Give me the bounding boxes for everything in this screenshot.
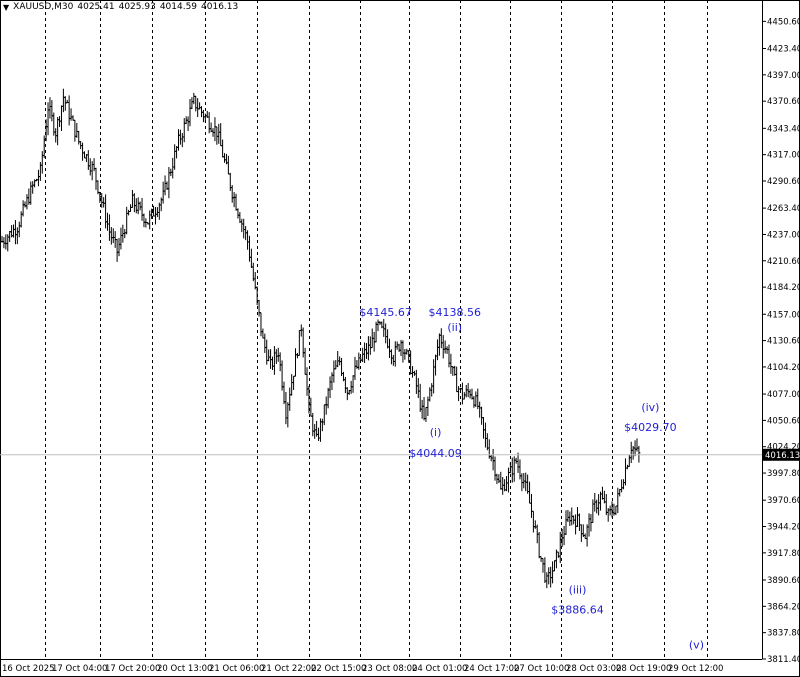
x-tick-label: 24 Oct 01:00 bbox=[412, 664, 467, 674]
y-tick-label: 3837.80 bbox=[767, 629, 800, 639]
y-tick-label: 4343.40 bbox=[767, 124, 800, 134]
y-tick-label: 4077.00 bbox=[767, 390, 800, 400]
current-price-box bbox=[763, 448, 800, 461]
chart-header: ▼ XAUUSD,M30 4025.41 4025.93 4014.59 401… bbox=[3, 2, 238, 12]
y-tick-label: 4370.60 bbox=[767, 97, 800, 107]
y-tick-label: 4157.00 bbox=[767, 310, 800, 320]
x-tick-label: 20 Oct 13:00 bbox=[157, 664, 212, 674]
y-tick-label: 3917.80 bbox=[767, 549, 800, 559]
y-tick-label: 3890.60 bbox=[767, 576, 800, 586]
x-tick-label: 28 Oct 03:00 bbox=[566, 664, 621, 674]
x-tick-label: 27 Oct 10:00 bbox=[514, 664, 569, 674]
high-value: 4025.93 bbox=[118, 2, 156, 12]
close-value: 4016.13 bbox=[201, 2, 239, 12]
wave-annotation: $4044.09 bbox=[409, 447, 462, 460]
x-tick-label: 29 Oct 12:00 bbox=[668, 664, 723, 674]
y-tick-label: 4210.60 bbox=[767, 257, 800, 267]
wave-annotation: (iii) bbox=[569, 584, 587, 597]
y-tick-label: 4130.60 bbox=[767, 337, 800, 347]
y-tick-label: 3944.20 bbox=[767, 523, 800, 533]
wave-annotation: $4138.56 bbox=[428, 306, 481, 319]
wave-annotation: (iv) bbox=[641, 401, 659, 414]
wave-annotation: $4029.70 bbox=[624, 421, 677, 434]
x-tick-label: 17 Oct 04:00 bbox=[52, 664, 107, 674]
x-tick-label: 16 Oct 2025 bbox=[2, 664, 55, 674]
y-tick-label: 4237.00 bbox=[767, 230, 800, 240]
x-tick-label: 21 Oct 06:00 bbox=[209, 664, 264, 674]
y-tick-label: 3864.20 bbox=[767, 602, 800, 612]
symbol-label: XAUUSD,M30 bbox=[13, 2, 74, 12]
y-tick-label: 4104.20 bbox=[767, 363, 800, 373]
current-price-label: 4016.13 bbox=[765, 451, 800, 461]
y-tick-label: 4423.40 bbox=[767, 45, 800, 55]
wave-annotation: (i) bbox=[430, 426, 442, 439]
y-tick-label: 4290.60 bbox=[767, 177, 800, 187]
y-tick-label: 4184.20 bbox=[767, 283, 800, 293]
y-tick-label: 4397.00 bbox=[767, 71, 800, 81]
y-tick-label: 4050.60 bbox=[767, 416, 800, 426]
y-tick-label: 4317.00 bbox=[767, 151, 800, 161]
x-tick-label: 24 Oct 17:00 bbox=[464, 664, 519, 674]
low-value: 4014.59 bbox=[159, 2, 198, 12]
x-tick-label: 22 Oct 15:00 bbox=[311, 664, 366, 674]
y-tick-label: 3811.40 bbox=[767, 655, 800, 665]
dropdown-triangle-icon[interactable]: ▼ bbox=[3, 2, 10, 12]
x-tick-label: 28 Oct 19:00 bbox=[616, 664, 671, 674]
x-tick-label: 21 Oct 22:00 bbox=[261, 664, 316, 674]
x-tick-label: 23 Oct 08:00 bbox=[362, 664, 417, 674]
y-tick-label: 4263.40 bbox=[767, 204, 800, 214]
y-tick-label: 4450.60 bbox=[767, 17, 800, 27]
x-tick-label: 17 Oct 20:00 bbox=[105, 664, 160, 674]
y-tick-label: 4024.20 bbox=[767, 443, 800, 453]
y-tick-label: 3997.80 bbox=[767, 469, 800, 479]
wave-annotation: $4145.67 bbox=[359, 306, 412, 319]
wave-annotation: (ii) bbox=[447, 321, 462, 334]
wave-annotation: $3886.64 bbox=[551, 604, 604, 617]
open-value: 4025.41 bbox=[77, 2, 115, 12]
wave-annotation: (v) bbox=[689, 638, 704, 651]
y-tick-label: 3970.60 bbox=[767, 496, 800, 506]
